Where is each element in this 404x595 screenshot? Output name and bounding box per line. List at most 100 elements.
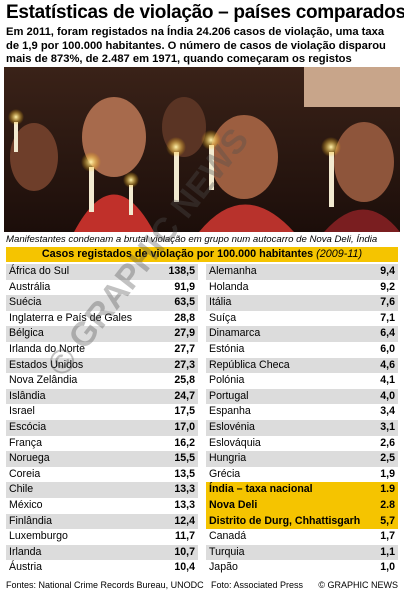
- country: Áustria: [9, 561, 42, 574]
- table-row: Índia – taxa nacional 1.9: [206, 482, 398, 498]
- rate: 24,7: [174, 389, 195, 402]
- rate: 3,4: [380, 405, 395, 418]
- table-row: Escócia 17,0: [6, 420, 198, 436]
- table-row: Nova Zelândia 25,8: [6, 373, 198, 389]
- country: Luxemburgo: [9, 530, 68, 543]
- country: Inglaterra e País de Gales: [9, 311, 133, 324]
- rate: 9,2: [380, 280, 395, 293]
- rate: 12,4: [174, 514, 195, 527]
- country: Índia – taxa nacional: [209, 483, 313, 496]
- country: Irlanda do Norte: [9, 343, 85, 355]
- country: Distrito de Durg, Chhattisgarh: [209, 514, 361, 527]
- rate: 4,6: [380, 358, 395, 371]
- copyright: © GRAPHIC NEWS: [318, 580, 398, 590]
- table-row: México 13,3: [6, 498, 198, 514]
- rate: 27,9: [174, 327, 195, 340]
- country: Nova Zelândia: [9, 374, 78, 387]
- table-row: Noruega 15,5: [6, 451, 198, 467]
- rate: 10,4: [174, 561, 195, 574]
- country: Bélgica: [9, 327, 44, 340]
- table-title: Casos registados de violação por 100.000…: [41, 248, 314, 260]
- rate: 13,3: [174, 483, 195, 496]
- table-row: Eslovénia 3,1: [206, 420, 398, 436]
- rate: 15,5: [174, 452, 195, 465]
- rate: 17,0: [174, 421, 195, 433]
- table-row: Eslováquia 2,6: [206, 436, 398, 452]
- table-row: Coreia 13,5: [6, 467, 198, 483]
- table-period: (2009-11): [316, 248, 363, 260]
- rate: 13,3: [174, 499, 195, 511]
- country: Estados Unidos: [9, 358, 84, 371]
- table-row: Estónia 6,0: [206, 342, 398, 358]
- country: Itália: [209, 296, 232, 309]
- rate: 11,7: [174, 530, 195, 543]
- photo-caption: Manifestantes condenam a brutal violação…: [6, 234, 378, 245]
- country: Islândia: [9, 389, 46, 402]
- rate: 3,1: [380, 421, 395, 433]
- rate: 17,5: [174, 405, 195, 418]
- photo: [4, 67, 400, 232]
- table-row: Itália 7,6: [206, 295, 398, 311]
- country: Noruega: [9, 452, 50, 465]
- rate: 6,4: [380, 327, 395, 340]
- table-row: Espanha 3,4: [206, 404, 398, 420]
- rate: 13,5: [174, 467, 195, 480]
- table-row: França 16,2: [6, 436, 198, 452]
- table-row: Israel 17,5: [6, 404, 198, 420]
- rate: 27,7: [174, 343, 195, 355]
- country: Grécia: [209, 467, 241, 480]
- rate: 28,8: [174, 311, 195, 324]
- table-row: Suíça 7,1: [206, 311, 398, 327]
- country: Chile: [9, 483, 34, 496]
- country: Japão: [209, 561, 238, 574]
- country: Holanda: [209, 280, 249, 293]
- rate: 4,1: [380, 374, 395, 387]
- country: Eslovénia: [209, 421, 255, 433]
- table-row: Áustria 10,4: [6, 560, 198, 576]
- country: Suíça: [209, 311, 237, 324]
- table-row: Irlanda do Norte 27,7: [6, 342, 198, 358]
- country: Eslováquia: [209, 436, 261, 449]
- table-header: Casos registados de violação por 100.000…: [6, 247, 398, 262]
- table-row: Holanda 9,2: [206, 280, 398, 296]
- country: Nova Deli: [209, 499, 258, 511]
- rate: 1.9: [380, 483, 395, 496]
- country: Polónia: [209, 374, 245, 387]
- table-row: Suécia 63,5: [6, 295, 198, 311]
- rate: 5,7: [380, 514, 395, 527]
- rate: 6,0: [380, 343, 395, 355]
- rate: 4,0: [380, 389, 395, 402]
- country: África do Sul: [9, 265, 70, 277]
- country: Suécia: [9, 296, 42, 309]
- country: Alemanha: [209, 265, 257, 277]
- table-row: Japão 1,0: [206, 560, 398, 576]
- country: Irlanda: [9, 545, 42, 558]
- table-row: Luxemburgo 11,7: [6, 529, 198, 545]
- rate: 2.8: [380, 499, 395, 511]
- country: Dinamarca: [209, 327, 261, 340]
- country: Portugal: [209, 389, 249, 402]
- rate: 1,1: [380, 545, 395, 558]
- rate: 7,1: [380, 311, 395, 324]
- table-row: Canadá 1,7: [206, 529, 398, 545]
- rate: 1,9: [380, 467, 395, 480]
- rate: 1,0: [380, 561, 395, 574]
- sources: Fontes: National Crime Records Bureau, U…: [6, 580, 204, 590]
- rate: 138,5: [168, 265, 195, 277]
- table-row: Grécia 1,9: [206, 467, 398, 483]
- country: Turquia: [209, 545, 245, 558]
- country: Canadá: [209, 530, 247, 543]
- country: México: [9, 499, 43, 511]
- rate: 2,6: [380, 436, 395, 449]
- photo-credit: Foto: Associated Press: [211, 580, 304, 590]
- table-row: Chile 13,3: [6, 482, 198, 498]
- rate: 25,8: [174, 374, 195, 387]
- table-row: Estados Unidos 27,3: [6, 357, 198, 374]
- rate: 91,9: [174, 280, 195, 293]
- table-row: Polónia 4,1: [206, 373, 398, 389]
- rate: 27,3: [174, 358, 195, 371]
- intro: Em 2011, foram registados na Índia 24.20…: [6, 26, 386, 65]
- table-row: República Checa 4,6: [206, 357, 398, 374]
- country: Finlândia: [9, 514, 52, 527]
